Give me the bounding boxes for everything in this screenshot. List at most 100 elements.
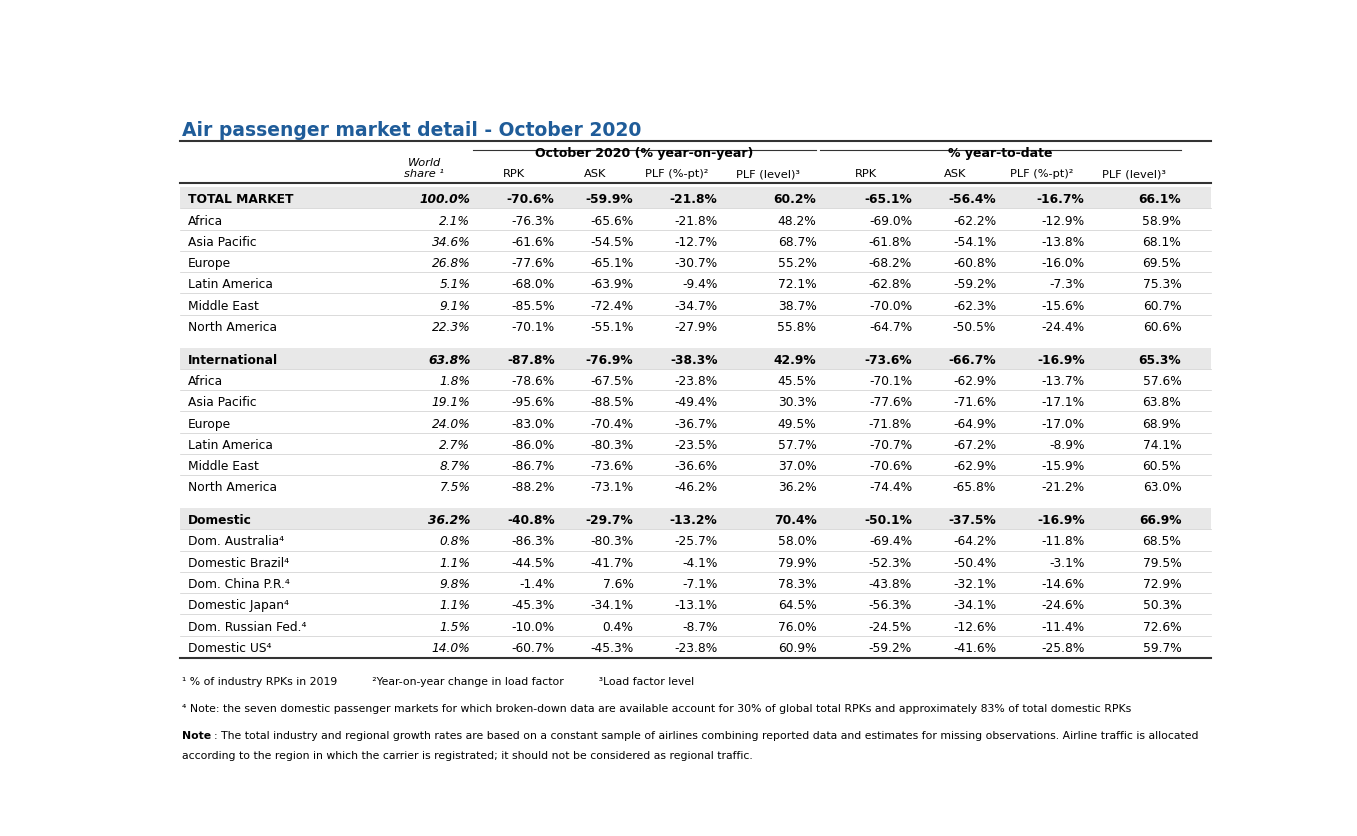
Text: -25.7%: -25.7% [674, 535, 718, 548]
Bar [180, 348, 1210, 370]
Text: Middle East: Middle East [187, 299, 258, 312]
Text: 0.4%: 0.4% [603, 619, 634, 633]
Text: -70.7%: -70.7% [868, 438, 912, 451]
Text: -62.8%: -62.8% [868, 278, 912, 291]
Text: -73.6%: -73.6% [590, 460, 634, 472]
Text: 60.5%: 60.5% [1143, 460, 1182, 472]
Text: 36.2%: 36.2% [427, 513, 471, 527]
Text: 34.6%: 34.6% [432, 236, 471, 248]
Text: -23.5%: -23.5% [674, 438, 718, 451]
Text: -38.3%: -38.3% [670, 354, 718, 366]
Text: -23.8%: -23.8% [674, 375, 718, 388]
Text: 66.9%: 66.9% [1139, 513, 1182, 527]
Text: -64.7%: -64.7% [868, 320, 912, 334]
Text: -70.1%: -70.1% [512, 320, 555, 334]
Text: 60.2%: 60.2% [773, 193, 817, 206]
Text: ASK: ASK [944, 169, 966, 179]
Text: -65.1%: -65.1% [590, 257, 634, 270]
Text: -32.1%: -32.1% [953, 578, 996, 590]
Text: -24.4%: -24.4% [1041, 320, 1084, 334]
Text: -41.6%: -41.6% [953, 641, 996, 654]
Text: 24.0%: 24.0% [432, 417, 471, 430]
Text: 63.8%: 63.8% [1143, 395, 1182, 409]
Text: -21.2%: -21.2% [1041, 481, 1084, 494]
Text: -56.3%: -56.3% [868, 599, 912, 612]
Text: 58.0%: 58.0% [778, 535, 817, 548]
Text: 68.9%: 68.9% [1143, 417, 1182, 430]
Text: 26.8%: 26.8% [432, 257, 471, 270]
Text: Domestic US⁴: Domestic US⁴ [187, 641, 271, 654]
Text: -95.6%: -95.6% [512, 395, 555, 409]
Text: -55.1%: -55.1% [590, 320, 634, 334]
Text: 36.2%: 36.2% [778, 481, 817, 494]
Text: -65.1%: -65.1% [864, 193, 912, 206]
Text: -46.2%: -46.2% [674, 481, 718, 494]
Text: -30.7%: -30.7% [674, 257, 718, 270]
Text: RPK: RPK [502, 169, 525, 179]
Text: -88.2%: -88.2% [512, 481, 555, 494]
Text: -65.8%: -65.8% [953, 481, 996, 494]
Text: -14.6%: -14.6% [1041, 578, 1084, 590]
Text: -69.4%: -69.4% [868, 535, 912, 548]
Text: 55.2%: 55.2% [778, 257, 817, 270]
Text: 1.8%: 1.8% [440, 375, 471, 388]
Text: -71.6%: -71.6% [953, 395, 996, 409]
Text: -9.4%: -9.4% [683, 278, 718, 291]
Text: -54.5%: -54.5% [590, 236, 634, 248]
Text: -62.9%: -62.9% [953, 375, 996, 388]
Text: Asia Pacific: Asia Pacific [187, 395, 256, 409]
Text: -76.9%: -76.9% [586, 354, 634, 366]
Text: -50.5%: -50.5% [953, 320, 996, 334]
Text: -67.2%: -67.2% [953, 438, 996, 451]
Text: 42.9%: 42.9% [773, 354, 817, 366]
Text: Latin America: Latin America [187, 278, 273, 291]
Text: 55.8%: 55.8% [778, 320, 817, 334]
Text: -50.1%: -50.1% [864, 513, 912, 527]
Text: -64.9%: -64.9% [953, 417, 996, 430]
Text: -16.9%: -16.9% [1037, 513, 1084, 527]
Text: Dom. China P.R.⁴: Dom. China P.R.⁴ [187, 578, 289, 590]
Bar [180, 508, 1210, 530]
Text: -8.7%: -8.7% [683, 619, 718, 633]
Text: Note: Note [182, 731, 212, 741]
Text: 2.7%: 2.7% [440, 438, 471, 451]
Text: -16.9%: -16.9% [1037, 354, 1084, 366]
Text: ASK: ASK [584, 169, 607, 179]
Text: 19.1%: 19.1% [432, 395, 471, 409]
Text: -36.6%: -36.6% [674, 460, 718, 472]
Text: Middle East: Middle East [187, 460, 258, 472]
Bar [180, 188, 1210, 209]
Text: -13.8%: -13.8% [1041, 236, 1084, 248]
Text: -74.4%: -74.4% [868, 481, 912, 494]
Text: 100.0%: 100.0% [419, 193, 471, 206]
Text: % year-to-date: % year-to-date [949, 146, 1053, 160]
Text: -87.8%: -87.8% [508, 354, 555, 366]
Text: 50.3%: 50.3% [1143, 599, 1182, 612]
Text: -69.0%: -69.0% [868, 214, 912, 227]
Text: -60.8%: -60.8% [953, 257, 996, 270]
Text: -8.9%: -8.9% [1049, 438, 1084, 451]
Text: 5.1%: 5.1% [440, 278, 471, 291]
Text: -66.7%: -66.7% [949, 354, 996, 366]
Text: 45.5%: 45.5% [778, 375, 817, 388]
Text: -59.2%: -59.2% [868, 641, 912, 654]
Text: International: International [187, 354, 278, 366]
Text: -62.9%: -62.9% [953, 460, 996, 472]
Text: -70.6%: -70.6% [506, 193, 555, 206]
Text: 72.9%: 72.9% [1143, 578, 1182, 590]
Text: -7.1%: -7.1% [683, 578, 718, 590]
Text: North America: North America [187, 481, 277, 494]
Text: -37.5%: -37.5% [949, 513, 996, 527]
Text: -43.8%: -43.8% [868, 578, 912, 590]
Text: according to the region in which the carrier is registrated; it should not be co: according to the region in which the car… [182, 750, 753, 760]
Text: 60.6%: 60.6% [1143, 320, 1182, 334]
Text: -64.2%: -64.2% [953, 535, 996, 548]
Text: -54.1%: -54.1% [953, 236, 996, 248]
Text: -63.9%: -63.9% [590, 278, 634, 291]
Text: -80.3%: -80.3% [590, 438, 634, 451]
Text: Africa: Africa [187, 375, 223, 388]
Text: ¹ % of industry RPKs in 2019          ²Year-on-year change in load factor       : ¹ % of industry RPKs in 2019 ²Year-on-ye… [182, 676, 695, 686]
Text: 7.6%: 7.6% [603, 578, 634, 590]
Text: -12.6%: -12.6% [953, 619, 996, 633]
Text: 57.6%: 57.6% [1143, 375, 1182, 388]
